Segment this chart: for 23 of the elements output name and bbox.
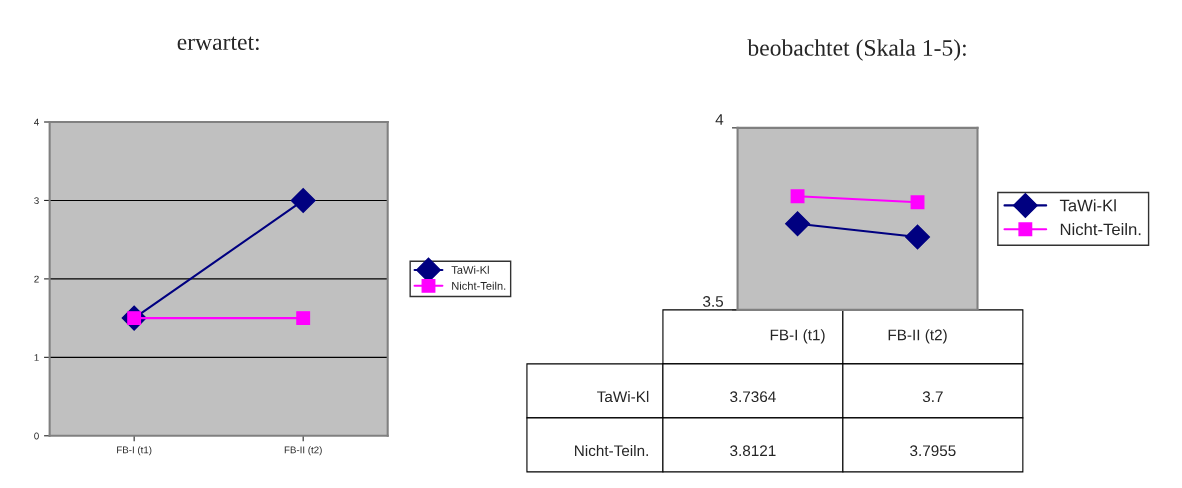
y-tick-label: 0: [34, 432, 39, 440]
y-tick-label: 2: [34, 275, 39, 283]
text: TaWi-Kl: [597, 390, 649, 403]
data-label: 3.7364: [730, 391, 776, 403]
chart-title: erwartet:: [177, 36, 259, 51]
x-tick-label: FB-II (t2): [284, 446, 322, 456]
y-tick-label: 3: [34, 197, 39, 205]
x-tick-label: FB-I (t1): [117, 446, 152, 456]
y-tick-label: 4: [715, 114, 724, 125]
x-tick-label: FB-I (t1): [770, 329, 825, 344]
y-tick-label: 3.5: [703, 296, 724, 307]
legend-label: Nicht-Teiln.: [1060, 223, 1141, 236]
legend-label: Nicht-Teiln.: [452, 281, 506, 290]
data-label: 3.7: [922, 391, 943, 403]
text: Nicht-Teiln.: [575, 444, 648, 457]
y-tick-label: 4: [34, 118, 39, 126]
x-tick-label: FB-II (t2): [888, 329, 947, 344]
y-tick-label: 1: [34, 354, 39, 361]
legend-label: TaWi-Kl: [1059, 199, 1116, 212]
data-label: 3.8121: [730, 445, 776, 457]
data-label: 3.7955: [910, 445, 956, 457]
chart-title: beobachtet (Skala 1-5):: [747, 39, 966, 61]
legend-label: TaWi-Kl: [451, 265, 489, 274]
